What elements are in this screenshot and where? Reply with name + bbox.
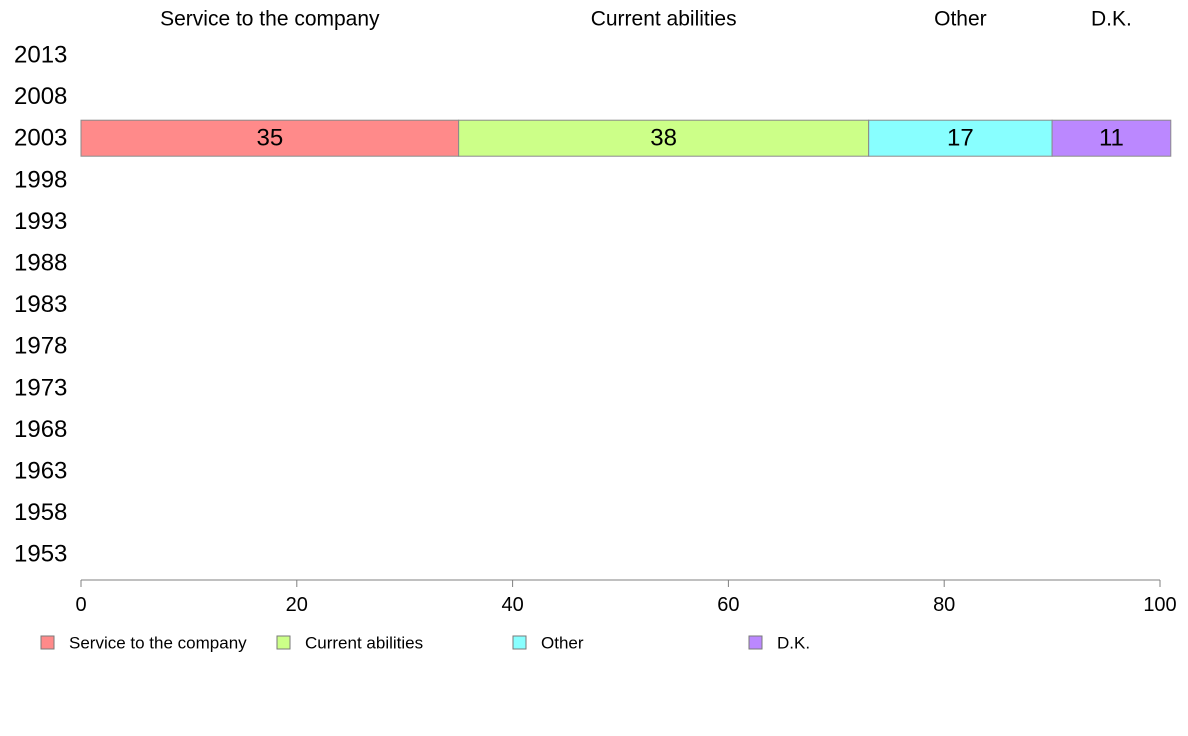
bar-value-label: 35 xyxy=(256,125,283,152)
y-tick-label: 1968 xyxy=(14,416,67,443)
x-tick-label: 20 xyxy=(286,594,308,616)
bar-segments xyxy=(80,119,1172,157)
y-tick-label: 1993 xyxy=(14,208,67,235)
y-tick-label: 1998 xyxy=(14,166,67,193)
x-tick-label: 60 xyxy=(717,594,739,616)
bar-value-label: 38 xyxy=(650,125,677,152)
bar-segment xyxy=(1051,119,1172,157)
y-tick-label: 1973 xyxy=(14,374,67,401)
y-tick-label: 1953 xyxy=(14,541,67,568)
y-tick-label: 1963 xyxy=(14,458,67,485)
y-tick-label: 1958 xyxy=(14,499,67,526)
legend: Service to the company Current abilities O… xyxy=(40,634,810,653)
x-tick-label: 80 xyxy=(933,594,955,616)
series-header-label: D.K. xyxy=(1091,8,1132,31)
x-axis: 0 20 40 60 80 100 xyxy=(75,579,1177,616)
legend-label: D.K. xyxy=(777,634,810,653)
legend-swatch xyxy=(512,635,527,650)
legend-label: Other xyxy=(541,634,584,653)
legend-swatch xyxy=(276,635,291,650)
bar-segment xyxy=(80,119,460,157)
y-tick-label: 2013 xyxy=(14,42,67,69)
y-tick-label: 1983 xyxy=(14,291,67,318)
legend-swatch xyxy=(40,635,55,650)
bar-segment xyxy=(458,119,870,157)
series-header-labels: Service to the company Current abilities O… xyxy=(160,8,1132,31)
series-header-label: Current abilities xyxy=(591,8,737,31)
bar-segment xyxy=(868,119,1053,157)
x-tick-label: 40 xyxy=(501,594,523,616)
y-tick-label: 1978 xyxy=(14,333,67,360)
y-tick-label: 2008 xyxy=(14,83,67,110)
y-tick-label: 2003 xyxy=(14,125,67,152)
bar-data-labels: 35 38 17 11 xyxy=(256,125,1123,152)
y-axis-tick-labels: 2013 2008 2003 1998 1993 1988 1983 1978 1973 1968… xyxy=(14,42,67,568)
legend-swatch xyxy=(748,635,763,650)
legend-label: Service to the company xyxy=(69,634,247,653)
series-header-label: Other xyxy=(934,8,987,31)
y-tick-label: 1988 xyxy=(14,250,67,277)
series-header-label: Service to the company xyxy=(160,8,380,31)
bar-value-label: 17 xyxy=(947,125,974,152)
x-tick-label: 100 xyxy=(1143,594,1176,616)
x-tick-label: 0 xyxy=(75,594,86,616)
legend-label: Current abilities xyxy=(305,634,423,653)
bar-value-label: 11 xyxy=(1099,125,1124,152)
